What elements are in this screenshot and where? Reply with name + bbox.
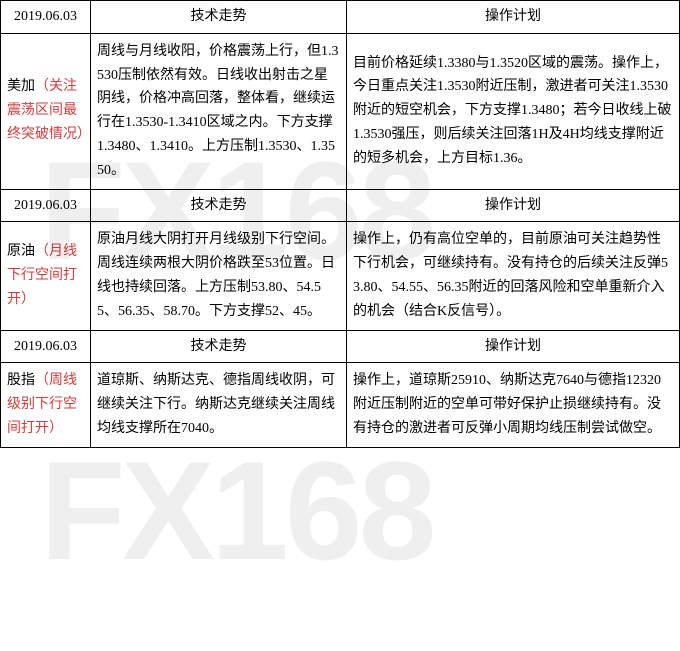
trend-cell: 道琼斯、纳斯达克、德指周线收阴，可继续关注下行。纳斯达克继续关注周线均线支撑所在… <box>91 363 347 447</box>
row-label: 美加（关注震荡区间最终突破情况） <box>1 33 91 189</box>
plan-cell: 操作上，仍有高位空单的，目前原油可关注趋势性下行机会，可继续持有。没有持仓的后续… <box>347 222 680 330</box>
plan-header: 操作计划 <box>347 330 680 363</box>
row-label: 股指（周线级别下行空间打开） <box>1 363 91 447</box>
plan-cell: 目前价格延续1.3380与1.3520区域的震荡。操作上，今日重点关注1.353… <box>347 33 680 189</box>
trend-header: 技术走势 <box>91 1 347 34</box>
watermark: FX168 <box>40 430 432 592</box>
plan-header: 操作计划 <box>347 189 680 222</box>
label-main: 原油 <box>7 244 35 259</box>
date-cell: 2019.06.03 <box>1 1 91 34</box>
plan-header: 操作计划 <box>347 1 680 34</box>
date-cell: 2019.06.03 <box>1 330 91 363</box>
analysis-table: 2019.06.03 技术走势 操作计划 美加（关注震荡区间最终突破情况） 周线… <box>0 0 680 448</box>
date-cell: 2019.06.03 <box>1 189 91 222</box>
label-main: 股指 <box>7 373 35 388</box>
plan-cell: 操作上，道琼斯25910、纳斯达克7640与德指12320附近压制附近的空单可带… <box>347 363 680 447</box>
row-label: 原油（月线下行空间打开） <box>1 222 91 330</box>
trend-header: 技术走势 <box>91 330 347 363</box>
label-main: 美加 <box>7 79 35 94</box>
trend-cell: 周线与月线收阳，价格震荡上行，但1.3530压制依然有效。日线收出射击之星阴线，… <box>91 33 347 189</box>
trend-header: 技术走势 <box>91 189 347 222</box>
trend-cell: 原油月线大阴打开月线级别下行空间。周线连续两根大阴价格跌至53位置。日线也持续回… <box>91 222 347 330</box>
